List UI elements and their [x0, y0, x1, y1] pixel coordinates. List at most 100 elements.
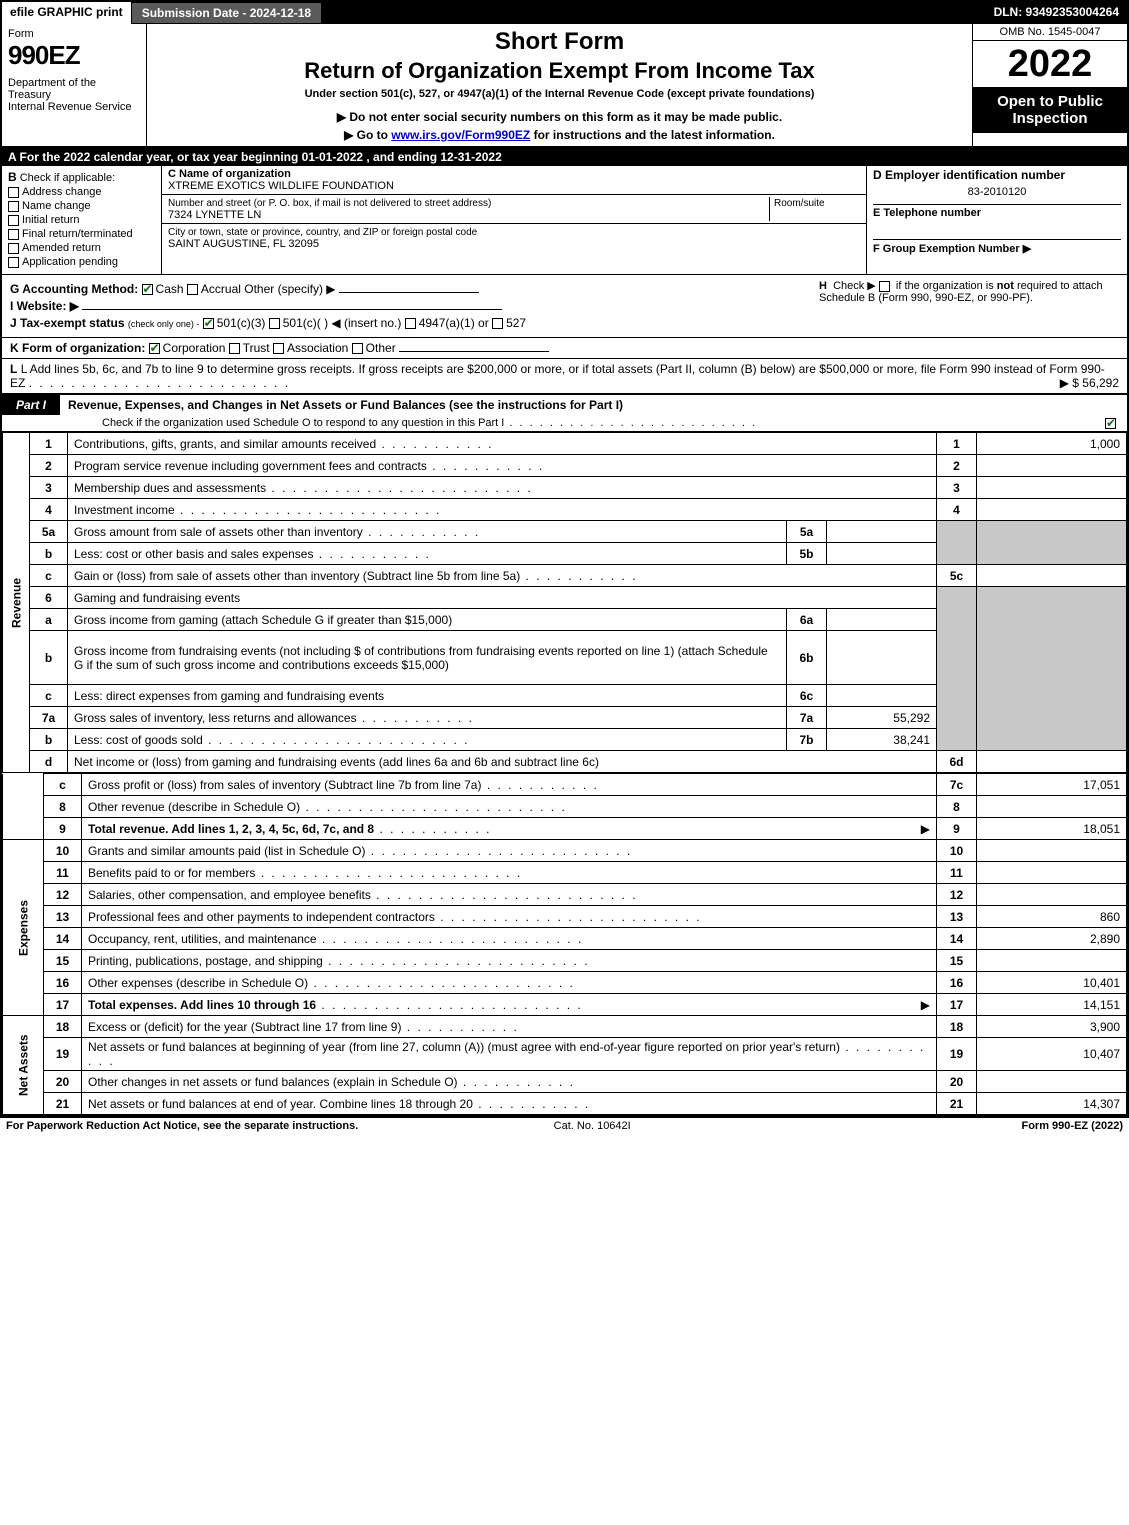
checkbox-other-org[interactable]	[352, 343, 363, 354]
return-title: Return of Organization Exempt From Incom…	[157, 58, 962, 84]
section-gij: H Check ▶ if the organization is not req…	[2, 275, 1127, 338]
checkbox-amended-return[interactable]: Amended return	[8, 242, 155, 254]
i-label: I Website: ▶	[10, 299, 79, 313]
checkbox-501c3[interactable]	[203, 318, 214, 329]
checkbox-trust[interactable]	[229, 343, 240, 354]
catalog-number: Cat. No. 10642I	[554, 1120, 631, 1132]
goto-prefix: ▶ Go to	[344, 128, 391, 142]
revenue-side-label: Revenue	[3, 433, 30, 773]
line-1: Revenue 1 Contributions, gifts, grants, …	[3, 433, 1127, 455]
telephone-label: E Telephone number	[873, 204, 1121, 219]
part-1-label: Part I	[2, 395, 60, 415]
irs-link[interactable]: www.irs.gov/Form990EZ	[391, 128, 530, 142]
section-a-calendar-year: A For the 2022 calendar year, or tax yea…	[2, 148, 1127, 166]
financial-table: Revenue 1 Contributions, gifts, grants, …	[2, 432, 1127, 773]
checkbox-cash[interactable]	[142, 284, 153, 295]
line-13-value: 860	[977, 906, 1127, 928]
line-16: 16 Other expenses (describe in Schedule …	[3, 972, 1127, 994]
checkbox-final-return[interactable]: Final return/terminated	[8, 228, 155, 240]
form-version: Form 990-EZ (2022)	[1021, 1120, 1123, 1132]
line-19: 19 Net assets or fund balances at beginn…	[3, 1038, 1127, 1071]
checkbox-address-change[interactable]: Address change	[8, 186, 155, 198]
g-label: G Accounting Method:	[10, 282, 138, 296]
line-15: 15 Printing, publications, postage, and …	[3, 950, 1127, 972]
goto-line: ▶ Go to www.irs.gov/Form990EZ for instru…	[157, 128, 962, 142]
line-20: 20 Other changes in net assets or fund b…	[3, 1071, 1127, 1093]
form-word: Form	[8, 28, 140, 40]
line-18-value: 3,900	[977, 1016, 1127, 1038]
checkbox-schedule-o[interactable]	[1105, 418, 1116, 429]
line-6: 6 Gaming and fundraising events	[3, 587, 1127, 609]
form-number: 990EZ	[8, 40, 140, 71]
header-row: Form 990EZ Department of the Treasury In…	[2, 24, 1127, 148]
top-bar: efile GRAPHIC print Submission Date - 20…	[2, 2, 1127, 24]
street-value: 7324 LYNETTE LN	[168, 209, 261, 221]
line-18: Net Assets 18 Excess or (deficit) for th…	[3, 1016, 1127, 1038]
section-b-label: B	[8, 170, 17, 184]
checkbox-initial-return[interactable]: Initial return	[8, 214, 155, 226]
ein-value: 83-2010120	[873, 186, 1121, 198]
checkbox-accrual[interactable]	[187, 284, 198, 295]
checkbox-501c[interactable]	[269, 318, 280, 329]
header-center: Short Form Return of Organization Exempt…	[147, 24, 972, 146]
line-11: 11 Benefits paid to or for members 11	[3, 862, 1127, 884]
checkbox-corporation[interactable]	[149, 343, 160, 354]
line-17: 17 Total expenses. Add lines 10 through …	[3, 994, 1127, 1016]
group-exemption-label: F Group Exemption Number ▶	[873, 239, 1121, 255]
line-5a: 5a Gross amount from sale of assets othe…	[3, 521, 1127, 543]
department-label: Department of the Treasury Internal Reve…	[8, 77, 140, 113]
header-left: Form 990EZ Department of the Treasury In…	[2, 24, 147, 146]
section-j: J Tax-exempt status (check only one) - 5…	[10, 316, 1119, 330]
omb-number: OMB No. 1545-0047	[973, 24, 1127, 41]
city-label: City or town, state or province, country…	[168, 227, 477, 238]
efile-print-label[interactable]: efile GRAPHIC print	[2, 2, 131, 24]
line-19-value: 10,407	[977, 1038, 1127, 1071]
line-14-value: 2,890	[977, 928, 1127, 950]
line-13: 13 Professional fees and other payments …	[3, 906, 1127, 928]
line-8: 8 Other revenue (describe in Schedule O)…	[3, 796, 1127, 818]
line-10: Expenses 10 Grants and similar amounts p…	[3, 840, 1127, 862]
line-5c: c Gain or (loss) from sale of assets oth…	[3, 565, 1127, 587]
c-name-label: C Name of organization	[168, 168, 291, 180]
gross-receipts: 56,292	[1082, 376, 1119, 390]
section-def: D Employer identification number 83-2010…	[867, 166, 1127, 274]
line-6d: d Net income or (loss) from gaming and f…	[3, 751, 1127, 773]
short-form-title: Short Form	[157, 28, 962, 56]
room-label: Room/suite	[774, 198, 825, 209]
org-name-block: C Name of organization XTREME EXOTICS WI…	[162, 166, 866, 195]
tax-year: 2022	[973, 41, 1127, 87]
submission-date: Submission Date - 2024-12-18	[131, 2, 322, 24]
line-14: 14 Occupancy, rent, utilities, and maint…	[3, 928, 1127, 950]
website-input[interactable]	[82, 309, 502, 310]
checkbox-527[interactable]	[492, 318, 503, 329]
line-2: 2 Program service revenue including gove…	[3, 455, 1127, 477]
total-revenue: 18,051	[977, 818, 1127, 840]
footer: For Paperwork Reduction Act Notice, see …	[0, 1117, 1129, 1134]
checkbox-h-schedule-b[interactable]	[879, 281, 890, 292]
checkbox-4947[interactable]	[405, 318, 416, 329]
pra-notice: For Paperwork Reduction Act Notice, see …	[6, 1120, 358, 1132]
revenue-side-label-2	[3, 774, 44, 840]
k-label: K Form of organization:	[10, 341, 145, 355]
total-expenses: 14,151	[977, 994, 1127, 1016]
section-l: L L Add lines 5b, 6c, and 7b to line 9 t…	[2, 359, 1127, 395]
goto-suffix: for instructions and the latest informat…	[530, 128, 775, 142]
part-1-header: Part I Revenue, Expenses, and Changes in…	[2, 395, 1127, 415]
checkbox-application-pending[interactable]: Application pending	[8, 256, 155, 268]
net-assets-side-label: Net Assets	[3, 1016, 44, 1115]
under-section-note: Under section 501(c), 527, or 4947(a)(1)…	[157, 88, 962, 100]
l-amount-wrap: ▶ $ 56,292	[1060, 376, 1119, 390]
city-block: City or town, state or province, country…	[162, 224, 866, 252]
checkbox-association[interactable]	[273, 343, 284, 354]
line-4: 4 Investment income 4	[3, 499, 1127, 521]
org-name: XTREME EXOTICS WILDLIFE FOUNDATION	[168, 180, 394, 192]
line-1-value: 1,000	[977, 433, 1127, 455]
section-h: H Check ▶ if the organization is not req…	[819, 279, 1119, 304]
section-b: B Check if applicable: Address change Na…	[2, 166, 162, 274]
ssn-warning: ▶ Do not enter social security numbers o…	[157, 110, 962, 124]
ein-label: D Employer identification number	[873, 168, 1121, 182]
line-21: 21 Net assets or fund balances at end of…	[3, 1093, 1127, 1115]
checkbox-name-change[interactable]: Name change	[8, 200, 155, 212]
part-1-check-o: Check if the organization used Schedule …	[2, 415, 1127, 432]
line-7a-value: 55,292	[827, 707, 937, 729]
